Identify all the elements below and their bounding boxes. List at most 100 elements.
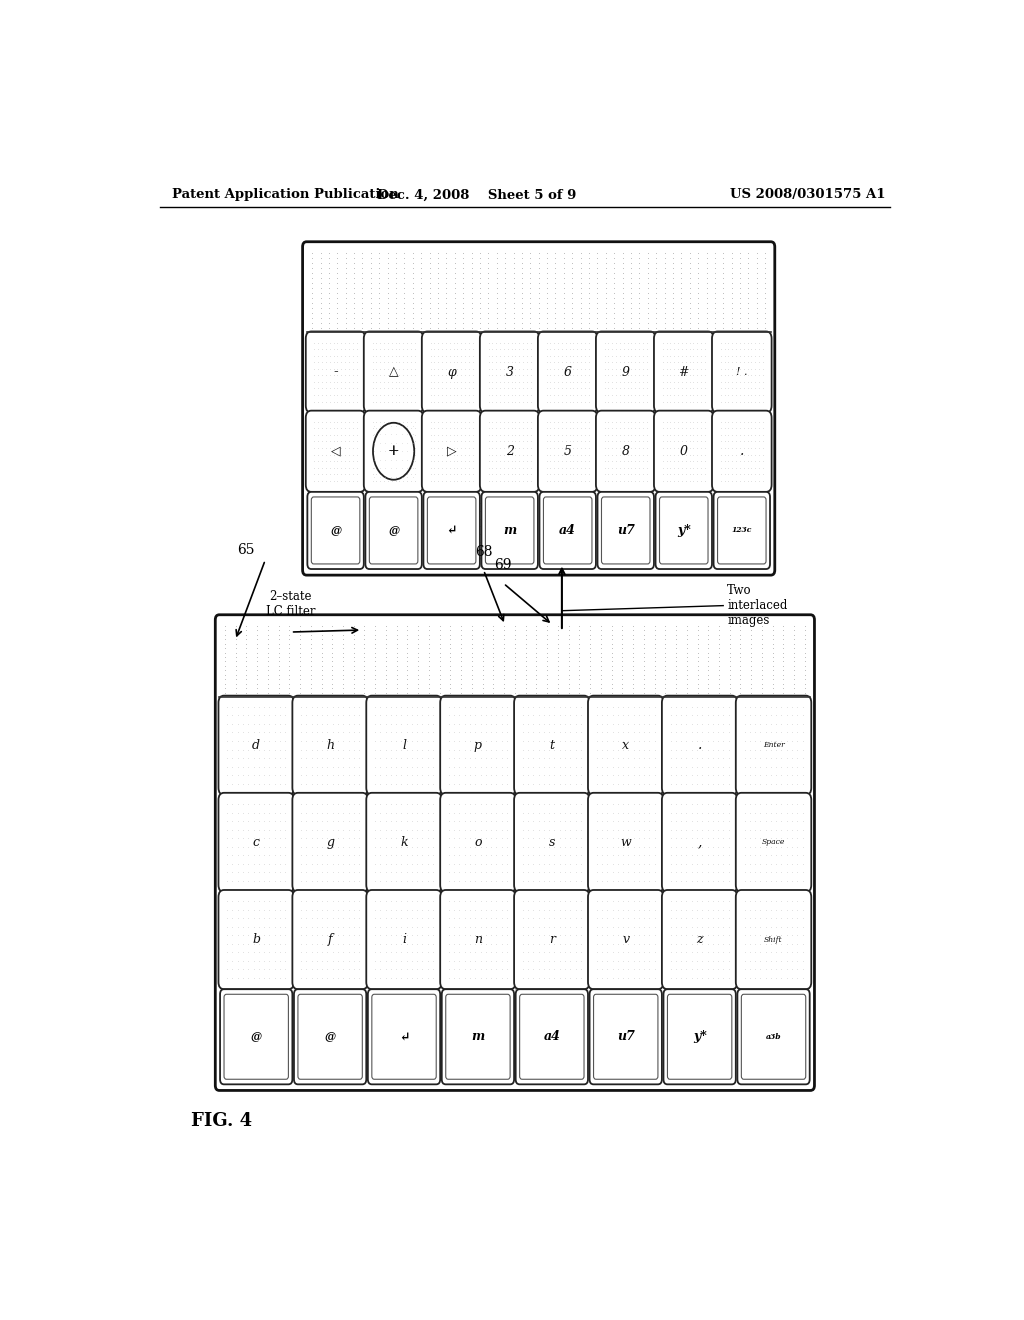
FancyBboxPatch shape — [654, 411, 714, 492]
Text: b: b — [252, 933, 260, 946]
Text: a3b: a3b — [766, 1032, 781, 1040]
FancyBboxPatch shape — [307, 492, 364, 569]
Text: v: v — [623, 933, 630, 946]
Text: c: c — [253, 836, 260, 849]
Text: w: w — [621, 836, 631, 849]
Text: s: s — [549, 836, 555, 849]
FancyBboxPatch shape — [538, 411, 598, 492]
Text: i: i — [402, 933, 407, 946]
FancyBboxPatch shape — [741, 994, 806, 1080]
Text: ,: , — [697, 836, 701, 849]
FancyBboxPatch shape — [662, 890, 737, 989]
FancyBboxPatch shape — [540, 492, 596, 569]
FancyBboxPatch shape — [519, 994, 584, 1080]
Text: +: + — [388, 445, 399, 458]
FancyBboxPatch shape — [480, 331, 540, 413]
FancyBboxPatch shape — [367, 890, 441, 989]
FancyBboxPatch shape — [736, 890, 811, 989]
FancyBboxPatch shape — [712, 411, 772, 492]
Text: #: # — [679, 366, 689, 379]
FancyBboxPatch shape — [588, 696, 664, 795]
FancyBboxPatch shape — [298, 994, 362, 1080]
Text: x: x — [623, 739, 629, 752]
Text: Two
interlaced
images: Two interlaced images — [727, 585, 787, 627]
Text: f: f — [328, 933, 333, 946]
Text: ↵: ↵ — [398, 1031, 410, 1043]
Text: o: o — [474, 836, 481, 849]
Text: z: z — [696, 933, 702, 946]
Text: US 2008/0301575 A1: US 2008/0301575 A1 — [730, 189, 886, 202]
FancyBboxPatch shape — [544, 496, 592, 564]
Text: ! .: ! . — [736, 367, 748, 378]
FancyBboxPatch shape — [659, 496, 708, 564]
Text: Shift: Shift — [764, 936, 783, 944]
Text: m: m — [471, 1031, 484, 1043]
FancyBboxPatch shape — [514, 793, 590, 892]
Text: -: - — [333, 366, 338, 379]
Text: Space: Space — [762, 838, 785, 846]
Text: FIG. 4: FIG. 4 — [191, 1111, 253, 1130]
FancyBboxPatch shape — [654, 331, 714, 413]
FancyBboxPatch shape — [514, 890, 590, 989]
FancyBboxPatch shape — [481, 492, 538, 569]
FancyBboxPatch shape — [441, 989, 514, 1084]
FancyBboxPatch shape — [440, 890, 516, 989]
FancyBboxPatch shape — [588, 793, 664, 892]
FancyBboxPatch shape — [218, 793, 294, 892]
FancyBboxPatch shape — [538, 331, 598, 413]
Text: 9: 9 — [622, 366, 630, 379]
FancyBboxPatch shape — [366, 492, 422, 569]
Text: 3: 3 — [506, 366, 514, 379]
FancyBboxPatch shape — [311, 496, 359, 564]
Text: g: g — [326, 836, 334, 849]
Text: n: n — [474, 933, 482, 946]
Text: Dec. 4, 2008    Sheet 5 of 9: Dec. 4, 2008 Sheet 5 of 9 — [378, 189, 577, 202]
FancyBboxPatch shape — [736, 696, 811, 795]
Text: m: m — [503, 524, 516, 537]
Text: y*: y* — [677, 524, 690, 537]
FancyBboxPatch shape — [714, 492, 770, 569]
Text: 65: 65 — [237, 543, 254, 557]
FancyBboxPatch shape — [293, 890, 368, 989]
FancyBboxPatch shape — [370, 496, 418, 564]
Text: d: d — [252, 739, 260, 752]
FancyBboxPatch shape — [668, 994, 732, 1080]
FancyBboxPatch shape — [514, 696, 590, 795]
FancyBboxPatch shape — [364, 411, 423, 492]
Text: @: @ — [325, 1031, 336, 1043]
Text: 2: 2 — [506, 445, 514, 458]
FancyBboxPatch shape — [588, 890, 664, 989]
FancyBboxPatch shape — [655, 492, 712, 569]
Text: 2–state
LC filter: 2–state LC filter — [266, 590, 315, 618]
Text: h: h — [326, 739, 334, 752]
FancyBboxPatch shape — [218, 890, 294, 989]
FancyBboxPatch shape — [306, 331, 366, 413]
Text: a4: a4 — [544, 1031, 560, 1043]
FancyBboxPatch shape — [367, 696, 441, 795]
FancyBboxPatch shape — [596, 411, 655, 492]
FancyBboxPatch shape — [718, 496, 766, 564]
FancyBboxPatch shape — [422, 331, 481, 413]
Text: △: △ — [389, 366, 398, 379]
FancyBboxPatch shape — [306, 411, 366, 492]
FancyBboxPatch shape — [662, 696, 737, 795]
Text: l: l — [402, 739, 407, 752]
Text: ▷: ▷ — [446, 445, 457, 458]
FancyBboxPatch shape — [737, 989, 810, 1084]
FancyBboxPatch shape — [594, 994, 658, 1080]
FancyBboxPatch shape — [440, 793, 516, 892]
Text: Enter: Enter — [763, 742, 784, 750]
FancyBboxPatch shape — [590, 989, 662, 1084]
FancyBboxPatch shape — [598, 492, 654, 569]
Text: .: . — [739, 445, 744, 458]
FancyBboxPatch shape — [445, 994, 510, 1080]
Text: @: @ — [251, 1031, 262, 1043]
FancyBboxPatch shape — [485, 496, 534, 564]
FancyBboxPatch shape — [480, 411, 540, 492]
Text: p: p — [474, 739, 482, 752]
Text: ◁: ◁ — [331, 445, 340, 458]
Text: @: @ — [330, 525, 341, 536]
FancyBboxPatch shape — [303, 242, 775, 576]
FancyBboxPatch shape — [427, 496, 476, 564]
FancyBboxPatch shape — [736, 793, 811, 892]
